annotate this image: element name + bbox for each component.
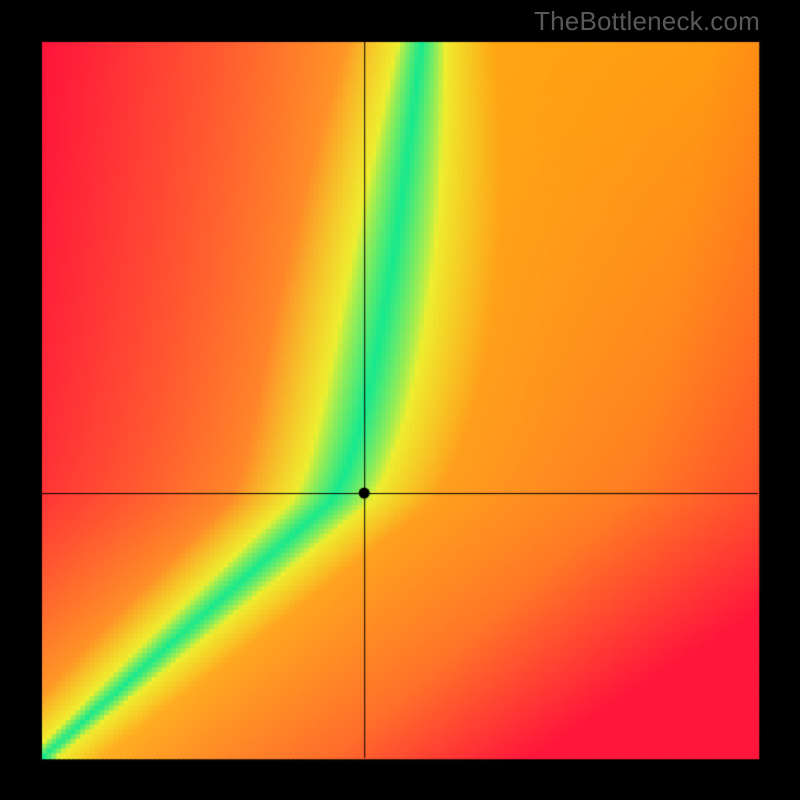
heatmap-canvas xyxy=(0,0,800,800)
chart-container: TheBottleneck.com xyxy=(0,0,800,800)
watermark-text: TheBottleneck.com xyxy=(534,6,760,37)
